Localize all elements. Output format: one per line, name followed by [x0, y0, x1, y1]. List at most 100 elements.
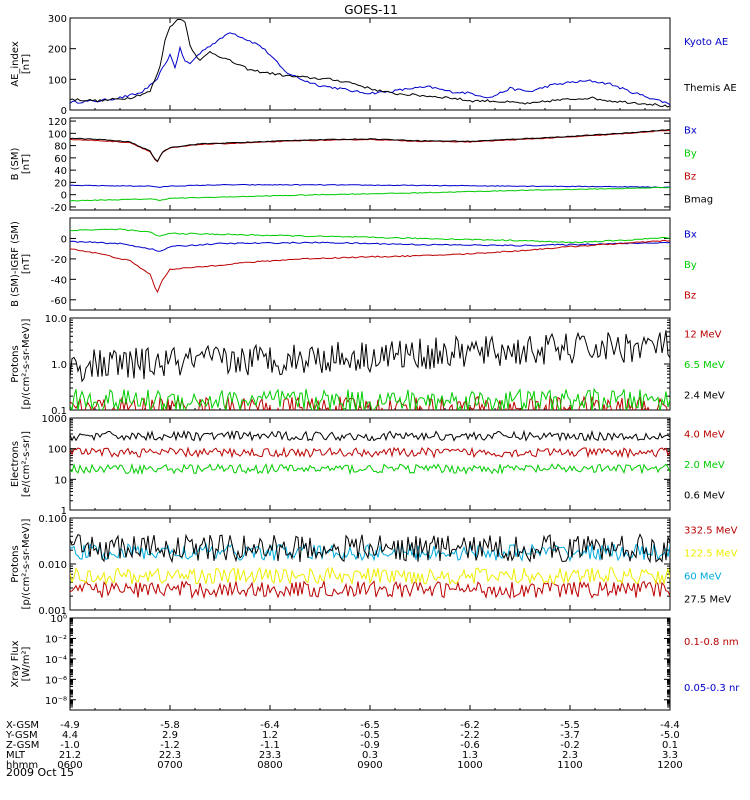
date-label: 2009 Oct 15	[6, 766, 74, 779]
x-row-value: 21.2	[59, 750, 81, 761]
series-line	[70, 129, 670, 163]
y-axis-label: [p/(cm²-s-sr-MeV)]	[21, 518, 32, 609]
series-line	[70, 429, 670, 442]
y-axis-label: B (SM)	[10, 147, 21, 180]
x-row-value: -0.9	[360, 740, 380, 751]
series-line	[70, 395, 668, 410]
panel-frame	[69, 417, 671, 511]
x-row-value: 0.3	[362, 750, 378, 761]
legend-label: 27.5 MeV	[684, 595, 731, 606]
legend-label: 122.5 MeV	[684, 549, 738, 560]
series-line	[70, 533, 670, 564]
panel-6: 0.001 0.010 0.100 Protons [p/(cm²-s-sr-MeV)]…	[10, 514, 738, 617]
legend-label: Bmag	[684, 195, 713, 206]
legend-label: 2.0 MeV	[684, 460, 725, 471]
y-tick-label: 20	[54, 178, 67, 189]
y-tick-label: 100	[48, 129, 67, 140]
legend-label: Kyoto AE	[684, 37, 728, 48]
series-line	[70, 387, 670, 410]
x-row-value: -5.0	[660, 730, 680, 741]
legend-label: 0.1-0.8 nm	[684, 637, 739, 648]
legend-label: Bz	[684, 291, 696, 302]
y-tick-label: 10⁻⁸	[45, 696, 67, 707]
x-row-value: -6.4	[260, 720, 280, 731]
x-row-value: -1.0	[60, 740, 80, 751]
traces	[70, 18, 670, 108]
series-line	[70, 239, 670, 294]
x-row-value: 1000	[457, 760, 482, 771]
x-row-value: 0800	[257, 760, 282, 771]
y-tick-label: -40	[51, 275, 67, 286]
y-tick-label: 10	[54, 475, 67, 486]
traces	[70, 129, 670, 202]
y-axis-label: AE_index	[10, 41, 21, 87]
y-tick-label: 1.0	[51, 360, 67, 371]
traces	[70, 330, 670, 410]
x-axis-rows: X-GSM -4.9 -5.8 -6.4 -6.5 -6.2 -5.5 -4.4 Y-GSM 4.…	[5, 720, 683, 771]
legend-label: 12 MeV	[684, 329, 722, 340]
y-tick-label: 1000	[42, 414, 67, 425]
series-line	[70, 18, 670, 108]
x-row-value: 0.1	[662, 740, 678, 751]
y-tick-label: 10⁻²	[45, 634, 67, 645]
legend-label: Bx	[684, 126, 697, 137]
series-line	[70, 32, 670, 106]
legend-label: 4.0 MeV	[684, 429, 725, 440]
series-line	[70, 183, 670, 189]
y-axis-label: [nT]	[21, 154, 32, 174]
y-tick-label: 100	[48, 445, 67, 456]
panel-7: 10⁻⁸ 10⁻⁶ 10⁻⁴ 10⁻² 10⁰ Xray Flux [W/m²] 0.1-0.…	[10, 614, 740, 711]
panel-3: -60 -40 -20 0 B (SM)-IGRF (SM) [nT] Bx By Bz	[10, 217, 697, 311]
panel-frame	[69, 217, 671, 311]
y-tick-label: 40	[54, 166, 67, 177]
legend-label: 0.6 MeV	[684, 491, 725, 502]
y-tick-label: 0	[61, 234, 67, 245]
panel-frame	[69, 617, 671, 711]
panel-5: 1 10 100 1000 Electrons [e/(cm²-s-sr)] 4.0 MeV…	[10, 414, 725, 517]
series-line	[70, 330, 670, 383]
x-row-value: 1.2	[262, 730, 278, 741]
x-row-value: -0.5	[360, 730, 380, 741]
x-row-value: -0.6	[460, 740, 480, 751]
panel-frame	[69, 117, 671, 211]
series-line	[70, 240, 670, 252]
x-row-value: -6.5	[360, 720, 380, 731]
x-row-value: 22.3	[159, 750, 181, 761]
x-row-value: 0700	[157, 760, 182, 771]
y-tick-label: 0	[61, 106, 67, 117]
x-row-value: -4.9	[60, 720, 80, 731]
x-row-value: 0900	[357, 760, 382, 771]
legend-label: Bx	[684, 229, 697, 240]
series-line	[70, 542, 670, 563]
y-axis-label: [p/(cm²-s-sr-MeV)]	[21, 318, 32, 409]
y-tick-label: 0.001	[38, 606, 67, 617]
x-row-value: 4.4	[62, 730, 78, 741]
legend-label: 60 MeV	[684, 572, 722, 583]
legend-label: 0.05-0.3 nr	[684, 683, 740, 694]
x-row-label: Y-GSM	[5, 730, 38, 741]
traces	[70, 533, 670, 600]
panel-4: 0.1 1.0 10.0 Protons [p/(cm²-s-sr-MeV)] 12 Me…	[10, 314, 725, 417]
y-axis-label: Protons	[10, 545, 21, 582]
y-tick-label: 10⁻⁴	[45, 655, 67, 666]
legend-label: 332.5 MeV	[684, 526, 738, 537]
y-tick-label: 80	[54, 142, 67, 153]
x-row-value: -4.4	[660, 720, 680, 731]
legend-label: 2.4 MeV	[684, 391, 725, 402]
x-row-value: 2.9	[162, 730, 178, 741]
y-tick-label: -60	[51, 296, 67, 307]
x-row-value: -5.5	[560, 720, 580, 731]
y-tick-label: 1	[61, 506, 67, 517]
series-line	[70, 462, 670, 476]
x-row-label: Z-GSM	[6, 740, 39, 751]
y-tick-label: 0	[61, 191, 67, 202]
x-row-value: 3.3	[662, 750, 678, 761]
x-row-value: -3.7	[560, 730, 580, 741]
y-tick-label: -20	[51, 255, 67, 266]
panel-frame	[69, 517, 671, 611]
x-row-value: -1.2	[160, 740, 180, 751]
series-line	[70, 446, 670, 459]
x-row-value: 0600	[57, 760, 82, 771]
